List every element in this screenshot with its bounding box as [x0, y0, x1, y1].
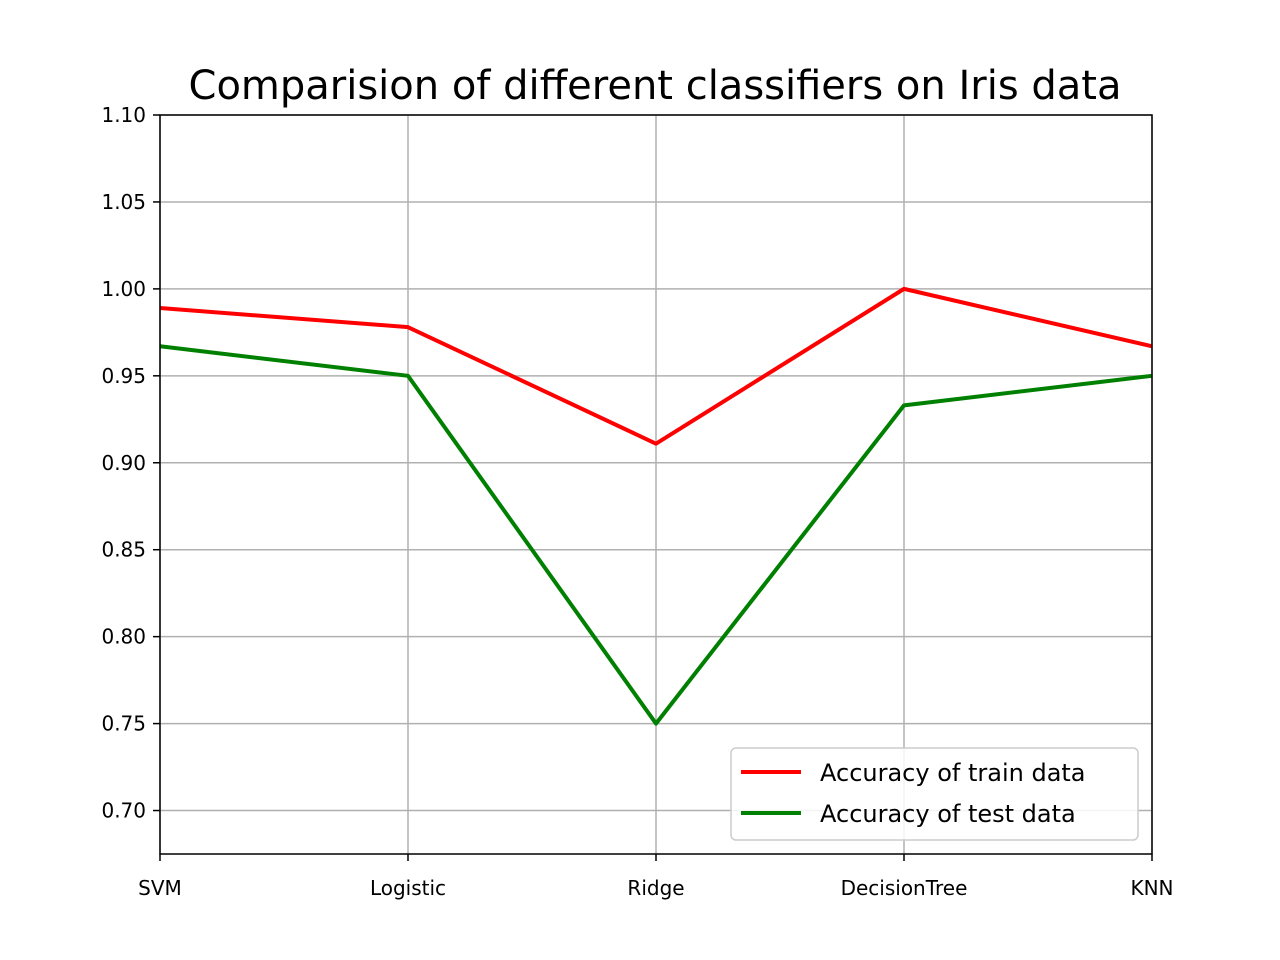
x-tick-label-logistic: Logistic: [370, 876, 446, 900]
series-line-train: [159, 286, 1153, 446]
y-axis: 0.70 0.75 0.80 0.85 0.90 0.95 1.00 1.05 1.10: [101, 103, 160, 823]
x-axis: SVM Logistic Ridge DecisionTree KNN: [138, 854, 1174, 900]
x-tick-label-ridge: Ridge: [627, 876, 684, 900]
y-tick-label: 1.10: [101, 103, 146, 127]
legend-label: Accuracy of train data: [820, 759, 1086, 787]
legend-label: Accuracy of test data: [820, 800, 1076, 828]
series-layer: [159, 286, 1153, 726]
legend: Accuracy of train data Accuracy of test d…: [730, 747, 1139, 841]
grid-lines: [159, 114, 1153, 854]
y-tick-label: 0.70: [101, 799, 146, 823]
x-tick-label-knn: KNN: [1130, 876, 1173, 900]
legend-box: [730, 747, 1139, 841]
y-tick-label: 0.75: [101, 712, 146, 736]
y-tick-label: 0.85: [101, 538, 146, 562]
chart-title: Comparision of different classifiers on …: [189, 63, 1122, 109]
series-line-test: [159, 344, 1153, 726]
y-tick-label: 1.00: [101, 277, 146, 301]
y-tick-label: 0.90: [101, 451, 146, 475]
y-tick-label: 1.05: [101, 190, 146, 214]
y-tick-label: 0.95: [101, 364, 146, 388]
x-tick-label-svm: SVM: [138, 876, 182, 900]
y-tick-label: 0.80: [101, 625, 146, 649]
x-tick-label-decisiontree: DecisionTree: [841, 876, 968, 900]
